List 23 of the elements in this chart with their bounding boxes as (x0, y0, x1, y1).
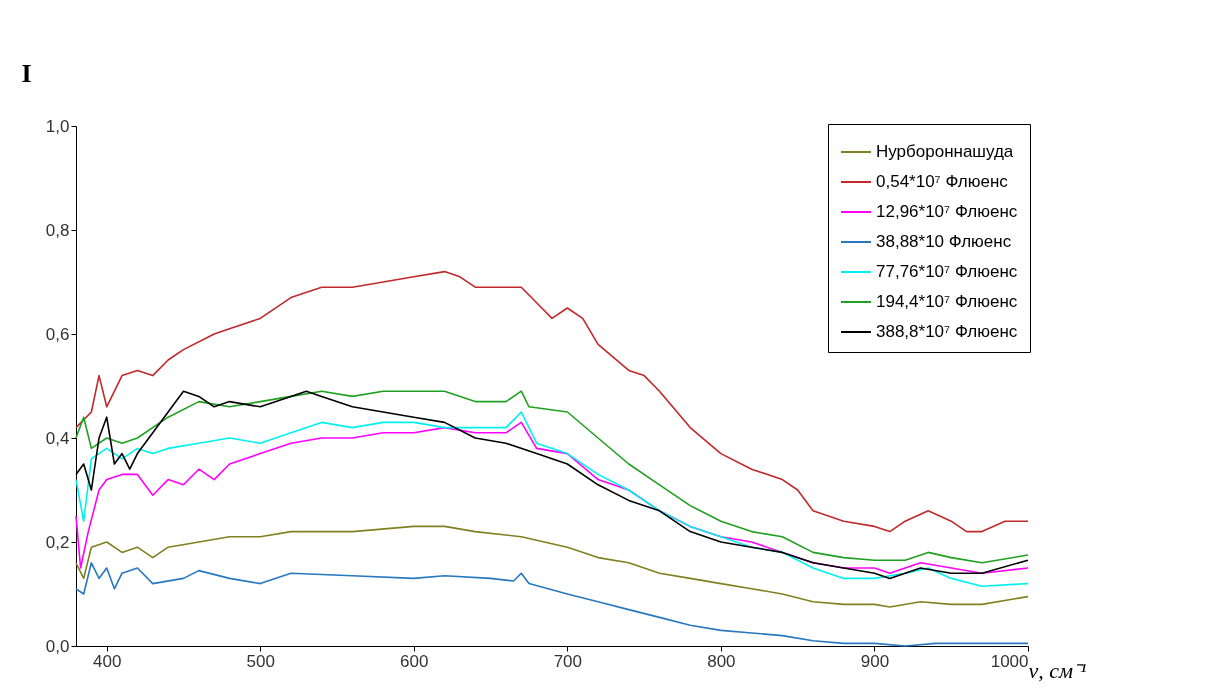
legend-label: 0,54*10⁷ Флюенс (876, 172, 1009, 191)
legend-label: 194,4*10⁷ Флюенс (876, 292, 1018, 311)
y-tick-label: 0,4 (45, 428, 70, 448)
x-tick-label: 700 (553, 651, 583, 671)
x-tick-label: 900 (860, 651, 890, 671)
y-tick-label: 0,2 (45, 532, 70, 552)
legend-label: 38,88*10 Флюенс (876, 232, 1012, 251)
legend-label: 77,76*10⁷ Флюенс (876, 262, 1018, 281)
x-tick-label: 400 (93, 651, 122, 671)
x-tick-label: 1000 (990, 651, 1029, 671)
line-series (75, 525, 1029, 608)
y-axis-title: I (21, 58, 32, 88)
x-tick-label: 800 (707, 651, 736, 671)
x-tick-label: 500 (246, 651, 275, 671)
x-tick-label: 600 (400, 651, 429, 671)
y-tick-label: 0,6 (45, 324, 70, 344)
legend-label: 388,8*10⁷ Флюенс (876, 322, 1018, 341)
y-tick-label: 1,0 (45, 116, 70, 136)
legend-label: Нурбороннашуда (876, 142, 1014, 161)
y-tick-label: 0,8 (45, 220, 70, 240)
y-tick-label: 0,0 (45, 636, 70, 656)
legend-label: 12,96*10⁷ Флюенс (876, 202, 1018, 221)
x-axis-title: ν, см⁻¹ (1028, 657, 1087, 683)
